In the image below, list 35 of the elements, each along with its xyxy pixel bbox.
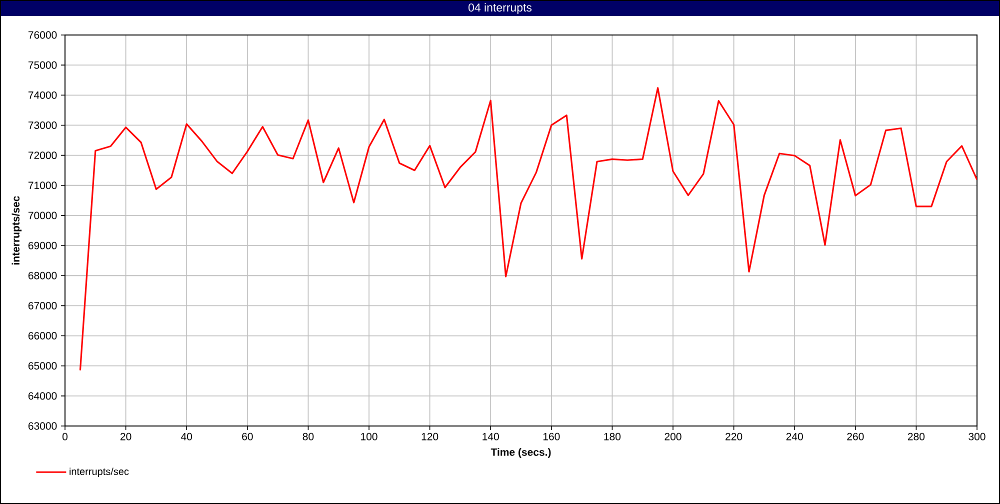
x-tick-label: 80 bbox=[302, 432, 314, 440]
y-tick-label: 76000 bbox=[28, 31, 57, 39]
y-tick-label: 70000 bbox=[28, 212, 57, 220]
x-tick-label: 120 bbox=[422, 432, 438, 440]
y-tick-label: 68000 bbox=[28, 272, 57, 280]
x-tick-label: 140 bbox=[482, 432, 499, 440]
x-tick-label: 20 bbox=[120, 432, 132, 440]
y-tick-label: 74000 bbox=[28, 91, 57, 99]
x-tick-label: 260 bbox=[847, 432, 864, 440]
x-tick-label: 160 bbox=[543, 432, 560, 440]
x-tick-label: 280 bbox=[908, 432, 925, 440]
x-tick-label: 300 bbox=[968, 432, 986, 440]
y-tick-label: 63000 bbox=[28, 422, 57, 430]
legend-label: interrupts/sec bbox=[70, 468, 129, 478]
x-tick-label: 200 bbox=[664, 432, 682, 440]
x-tick-label: 40 bbox=[181, 432, 192, 440]
y-tick-label: 73000 bbox=[28, 122, 57, 129]
y-axis-title: interrupts/sec bbox=[12, 196, 22, 264]
y-tick-label: 75000 bbox=[28, 61, 57, 69]
x-tick-label: 240 bbox=[786, 432, 803, 440]
x-tick-label: 220 bbox=[726, 432, 742, 440]
y-tick-label: 67000 bbox=[28, 302, 57, 310]
y-tick-label: 64000 bbox=[28, 392, 57, 400]
y-tick-label: 66000 bbox=[28, 332, 57, 340]
line-series bbox=[79, 87, 978, 372]
y-tick-label: 69000 bbox=[28, 242, 57, 250]
x-tick-label: 180 bbox=[604, 432, 621, 440]
x-tick-label: 100 bbox=[361, 432, 378, 440]
chart-title: 04 interrupts bbox=[468, 3, 532, 14]
x-tick-label: 0 bbox=[62, 432, 68, 440]
x-axis-title: Time (secs.) bbox=[490, 448, 551, 458]
y-tick-label: 65000 bbox=[28, 362, 57, 370]
y-tick-label: 72000 bbox=[28, 152, 57, 160]
x-tick-label: 60 bbox=[242, 432, 253, 440]
y-tick-label: 71000 bbox=[28, 182, 57, 190]
